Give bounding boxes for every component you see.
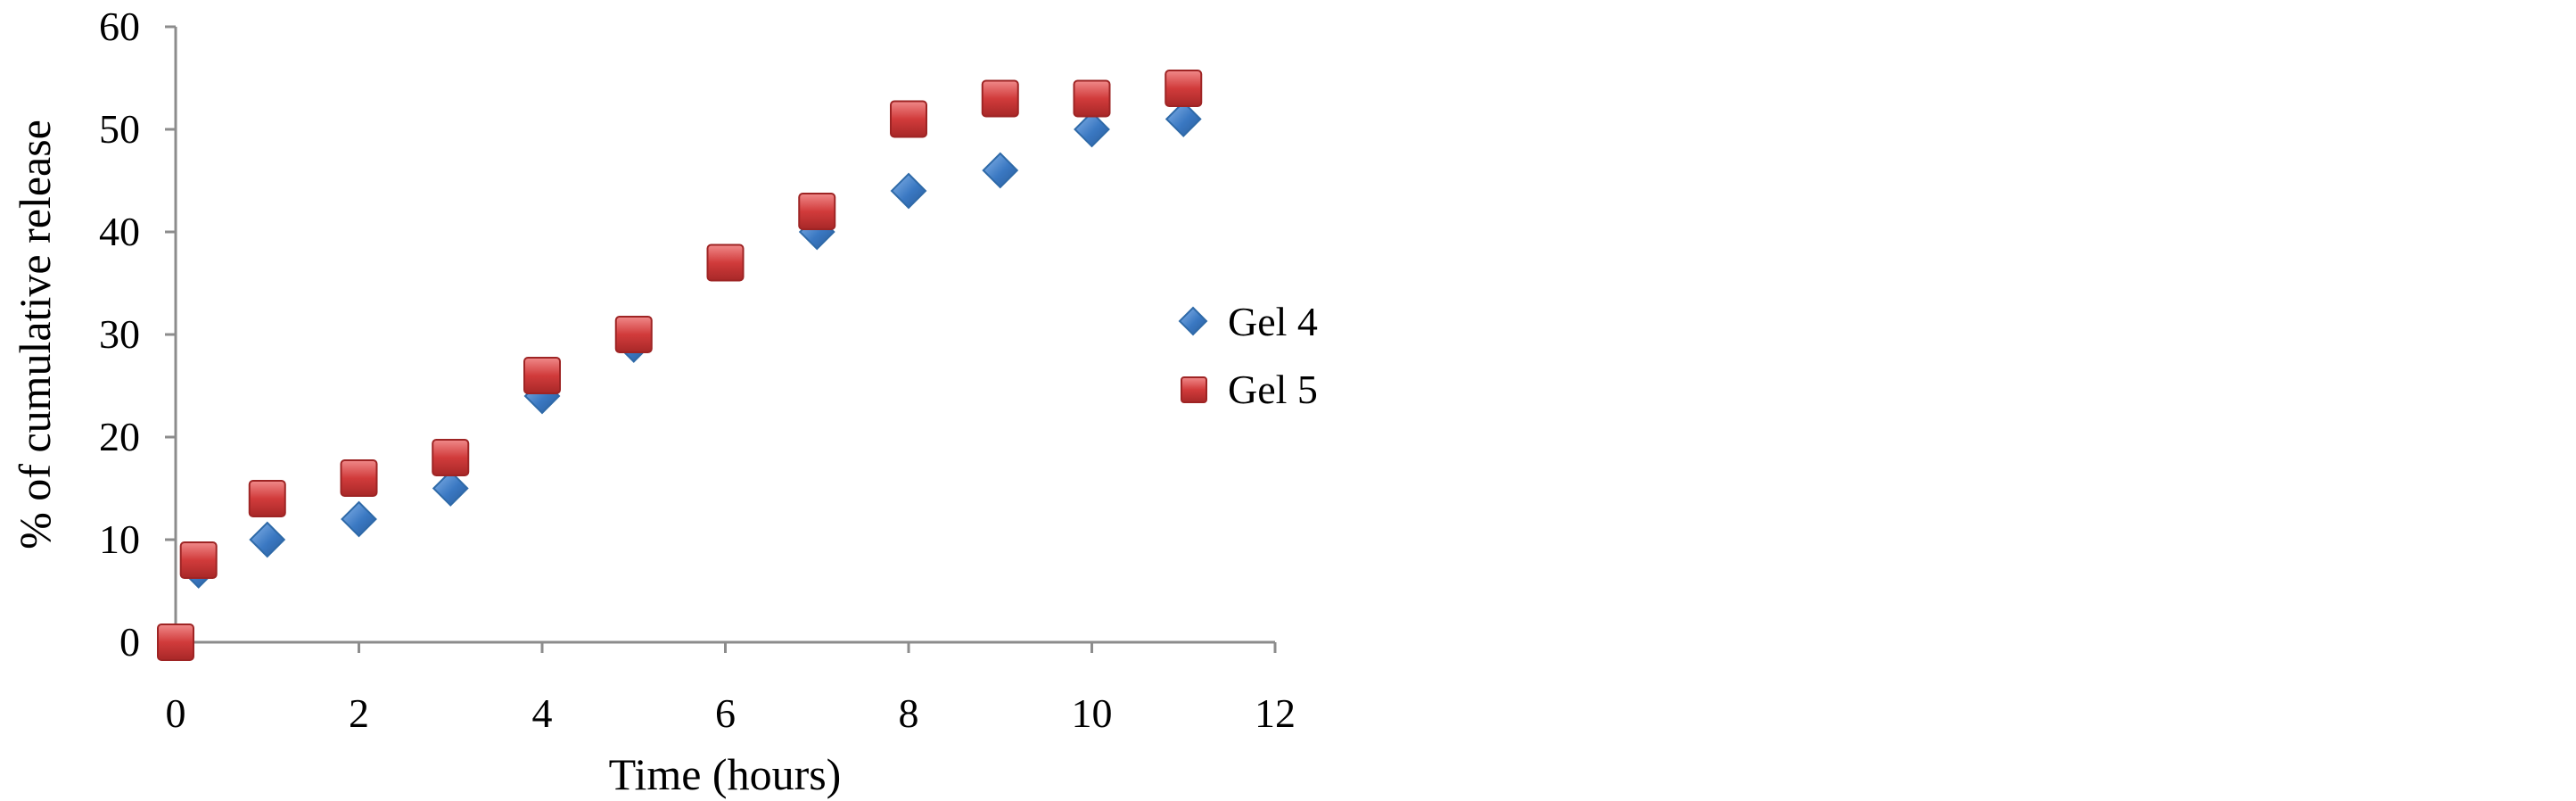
y-tick-label: 60 xyxy=(99,4,140,49)
x-tick-label: 4 xyxy=(532,690,553,736)
data-point-square xyxy=(179,541,218,579)
x-tick-label: 10 xyxy=(1072,690,1113,736)
x-tick-label: 0 xyxy=(166,690,186,736)
x-axis-title: Time (hours) xyxy=(609,749,842,799)
legend-label-gel-5: Gel 5 xyxy=(1228,367,1318,412)
legend-item-gel-5: Gel 5 xyxy=(1181,367,1318,412)
y-tick-label: 50 xyxy=(99,106,140,152)
data-point-diamond xyxy=(1165,101,1202,137)
data-point-diamond xyxy=(982,152,1019,189)
y-axis-title: % of cumulative release xyxy=(10,120,60,549)
data-point-diamond xyxy=(249,521,286,558)
series-gel-5 xyxy=(157,70,1203,661)
y-tick-label: 30 xyxy=(99,311,140,357)
data-point-diamond xyxy=(890,172,927,210)
axes xyxy=(174,27,1275,644)
legend: Gel 4 Gel 5 xyxy=(1178,299,1318,412)
y-tick-label: 20 xyxy=(99,414,140,459)
data-point-square xyxy=(340,459,378,497)
legend-item-gel-4: Gel 4 xyxy=(1178,299,1318,344)
y-tick-label: 0 xyxy=(119,619,140,665)
y-ticks: 0 10 20 30 40 50 60 xyxy=(99,4,176,665)
legend-square-icon xyxy=(1181,376,1207,403)
data-point-diamond xyxy=(432,470,469,507)
data-point-square xyxy=(614,316,653,353)
y-tick-label: 10 xyxy=(99,516,140,562)
data-point-square xyxy=(248,480,286,517)
legend-label-gel-4: Gel 4 xyxy=(1228,299,1318,344)
x-tick-label: 12 xyxy=(1255,690,1296,736)
x-tick-label: 8 xyxy=(899,690,919,736)
y-tick-label: 40 xyxy=(99,209,140,254)
data-point-diamond xyxy=(1074,111,1110,148)
data-point-square xyxy=(157,623,194,661)
data-point-square xyxy=(1073,79,1111,118)
data-point-square xyxy=(706,244,745,282)
data-point-square xyxy=(432,439,470,476)
x-tick-label: 6 xyxy=(715,690,736,736)
data-point-square xyxy=(798,193,836,230)
series-layer xyxy=(157,70,1203,661)
data-point-square xyxy=(523,357,561,394)
data-point-diamond xyxy=(341,500,377,538)
data-point-square xyxy=(1165,70,1203,107)
legend-diamond-icon xyxy=(1178,306,1208,336)
x-tick-label: 2 xyxy=(349,690,369,736)
data-point-square xyxy=(981,79,1019,118)
x-ticks: 0 2 4 6 8 10 12 xyxy=(166,642,1296,736)
series-gel-4 xyxy=(157,101,1202,661)
data-point-square xyxy=(890,100,927,138)
